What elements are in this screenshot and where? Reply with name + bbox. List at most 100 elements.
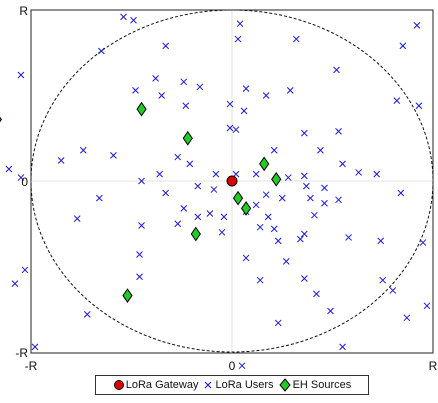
lora-users-point-50 — [162, 189, 170, 197]
lora-users-point-101 — [31, 343, 39, 351]
lora-users-point-7 — [234, 35, 242, 43]
lora-users-point-59 — [307, 194, 314, 202]
lora-users-point-41 — [17, 174, 25, 181]
x-marker-icon — [205, 381, 212, 389]
lora-users-point-90 — [256, 276, 264, 284]
chart-marks — [0, 13, 431, 370]
lora-users-point-84 — [21, 266, 29, 274]
lora-users-point-94 — [313, 290, 320, 298]
lora-users-point-30 — [79, 146, 87, 154]
lora-users-point-97 — [327, 307, 334, 315]
lora-users-point-43 — [138, 177, 145, 185]
y-tick-label-bottom: -R — [15, 346, 28, 360]
eh-sources-point-2 — [182, 130, 193, 146]
lora-users-point-46 — [252, 170, 260, 178]
lora-users-point-29 — [335, 128, 342, 135]
lora-users-point-72 — [138, 222, 145, 229]
lora-users-point-61 — [335, 196, 342, 204]
lora-users-point-27 — [232, 126, 240, 134]
lora-users-point-38 — [355, 169, 362, 176]
lora-users-point-60 — [321, 199, 328, 207]
lora-users-point-102 — [339, 343, 346, 351]
lora-users-point-9 — [399, 42, 407, 50]
eh-sources-point-7 — [190, 226, 201, 242]
lora-users-point-11 — [333, 66, 340, 74]
lora-users-point-54 — [210, 186, 218, 193]
lora-users-point-0 — [120, 13, 127, 21]
lora-users-point-78 — [377, 237, 385, 245]
lora-users-point-82 — [274, 237, 282, 245]
lora-users-point-31 — [57, 157, 65, 164]
lora-users-point-89 — [11, 280, 19, 287]
lora-users-point-32 — [110, 151, 117, 159]
lora-users-point-48 — [301, 172, 308, 180]
lora-users-point-95 — [423, 302, 431, 310]
lora-users-point-55 — [262, 191, 270, 199]
lora-users-point-18 — [242, 85, 250, 93]
lora-users-point-52 — [321, 184, 328, 192]
lora-users-point-57 — [252, 201, 260, 209]
lora-gateway-point-0 — [226, 175, 238, 187]
lora-users-point-69 — [194, 213, 202, 221]
lora-users-point-15 — [196, 83, 204, 91]
lora-users-point-21 — [226, 100, 234, 108]
lora-users-point-37 — [339, 160, 346, 168]
legend-item-users: LoRa Users — [202, 379, 274, 391]
lora-users-point-22 — [240, 107, 248, 115]
lora-users-point-12 — [152, 75, 159, 82]
lora-users-point-14 — [180, 78, 188, 86]
x-tick-label-left: -R — [25, 359, 38, 373]
lora-users-point-93 — [389, 287, 397, 294]
eh-sources-point-8 — [122, 288, 133, 303]
eh-sources-point-5 — [232, 190, 244, 206]
lora-users-point-23 — [393, 97, 401, 104]
plot-area — [0, 9, 434, 370]
lora-users-point-36 — [317, 146, 324, 154]
x-tick-label-right: R — [429, 359, 438, 373]
lora-users-point-40 — [5, 165, 13, 173]
lora-users-point-67 — [264, 213, 272, 221]
lora-users-point-42 — [156, 170, 163, 178]
lora-users-point-63 — [180, 205, 188, 212]
lora-users-point-100 — [274, 319, 282, 327]
lora-users-point-92 — [379, 276, 387, 284]
lora-users-point-77 — [345, 234, 352, 241]
legend: LoRa Gateway LoRa Users EH Sources — [95, 375, 369, 395]
tick-labels: R 0 -R -R 0 R — [15, 4, 437, 373]
lora-users-point-88 — [136, 273, 143, 281]
lora-users-point-91 — [301, 275, 308, 282]
x-tick-label-middle: 0 — [229, 359, 236, 373]
lora-users-point-51 — [303, 182, 310, 190]
legend-item-eh: EH Sources — [278, 378, 352, 392]
lora-users-point-10 — [413, 22, 421, 29]
lora-users-point-79 — [419, 239, 427, 246]
lora-users-point-1 — [130, 16, 137, 24]
lora-users-point-53 — [397, 189, 405, 197]
lora-users-point-49 — [194, 182, 202, 190]
lora-users-point-39 — [373, 170, 381, 178]
eh-sources-point-4 — [271, 171, 282, 187]
lora-users-point-16 — [158, 92, 166, 99]
lora-users-point-71 — [174, 220, 182, 228]
eh-sources-point-3 — [259, 156, 270, 172]
lora-users-point-44 — [212, 170, 220, 178]
lora-users-point-103 — [238, 362, 246, 370]
eh-sources-point-1 — [136, 101, 147, 117]
lora-users-point-2 — [162, 42, 170, 50]
coverage-boundary-circle — [30, 9, 434, 353]
legend-label-users: LoRa Users — [215, 379, 274, 391]
lora-users-point-70 — [311, 211, 318, 219]
lora-users-point-74 — [270, 225, 278, 233]
lora-users-point-13 — [132, 87, 139, 94]
lora-users-point-86 — [242, 254, 250, 262]
legend-item-gateway: LoRa Gateway — [113, 379, 199, 391]
lora-users-point-83 — [296, 235, 304, 243]
legend-label-eh: EH Sources — [292, 379, 352, 391]
lora-users-point-33 — [174, 153, 182, 161]
lora-users-point-5 — [17, 71, 25, 79]
lora-users-point-73 — [256, 223, 264, 231]
y-tick-label-middle: 0 — [21, 175, 28, 189]
legend-label-gateway: LoRa Gateway — [125, 379, 199, 391]
lora-users-point-3 — [97, 47, 105, 55]
